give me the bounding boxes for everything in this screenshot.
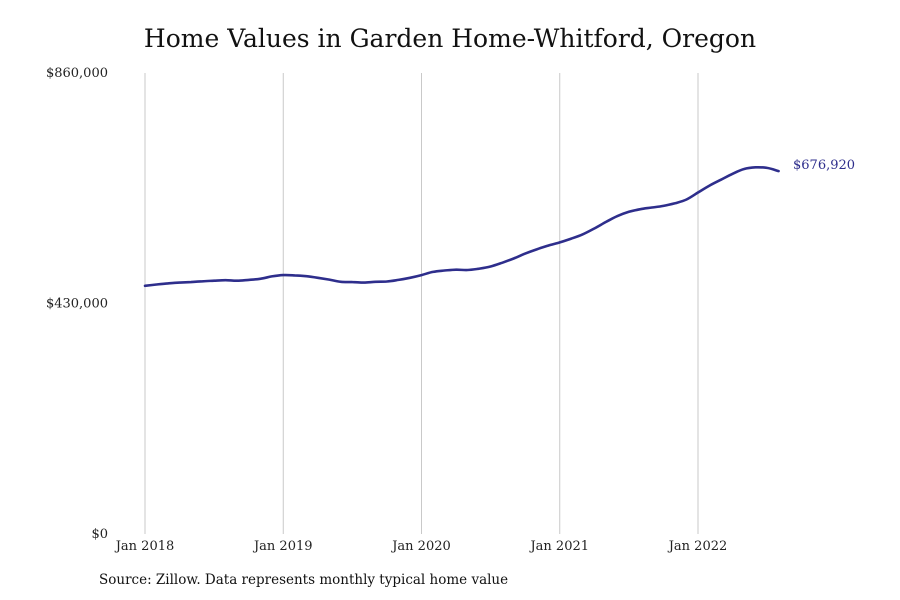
y-tick-label: $0 [91, 527, 108, 542]
x-tick-label: Jan 2019 [252, 539, 313, 554]
x-tick-label: Jan 2020 [390, 539, 451, 554]
x-tick-label: Jan 2021 [528, 539, 589, 554]
end-value-label: $676,920 [793, 158, 855, 173]
series-line [143, 165, 780, 288]
source-note: Source: Zillow. Data represents monthly … [99, 572, 509, 588]
x-tick-label: Jan 2018 [114, 539, 175, 554]
chart-title: Home Values in Garden Home-Whitford, Ore… [143, 24, 757, 53]
y-tick-label: $860,000 [46, 66, 108, 81]
y-tick-label: $430,000 [46, 297, 108, 312]
x-tick-label: Jan 2022 [667, 539, 728, 554]
